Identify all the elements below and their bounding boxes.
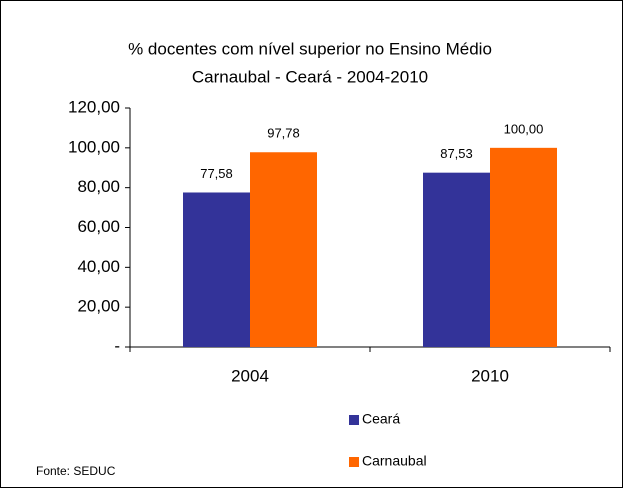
legend-label: Carnaubal [362,453,427,469]
value-label: 87,53 [440,146,473,161]
x-tick-label: 2004 [231,366,269,385]
bar [183,192,250,347]
chart-title: % docentes com nível superior no Ensino … [128,39,492,58]
y-tick-label: 60,00 [77,217,120,236]
y-tick-label: 20,00 [77,297,120,316]
bar [250,152,317,347]
source-note: Fonte: SEDUC [36,464,116,478]
legend-label: Ceará [362,411,400,427]
y-tick-label: 120,00 [68,97,120,116]
value-label: 77,58 [200,166,233,181]
value-label: 100,00 [504,121,544,136]
y-tick-label: 40,00 [77,257,120,276]
y-tick-label: 80,00 [77,177,120,196]
y-tick-label: - [114,336,120,355]
bar [423,172,490,347]
x-tick-label: 2010 [471,366,509,385]
chart-subtitle: Carnaubal - Ceará - 2004-2010 [192,67,428,86]
legend-swatch [349,415,359,425]
legend-swatch [349,457,359,467]
value-label: 97,78 [267,126,300,141]
y-tick-label: 100,00 [68,137,120,156]
bar [490,147,557,347]
